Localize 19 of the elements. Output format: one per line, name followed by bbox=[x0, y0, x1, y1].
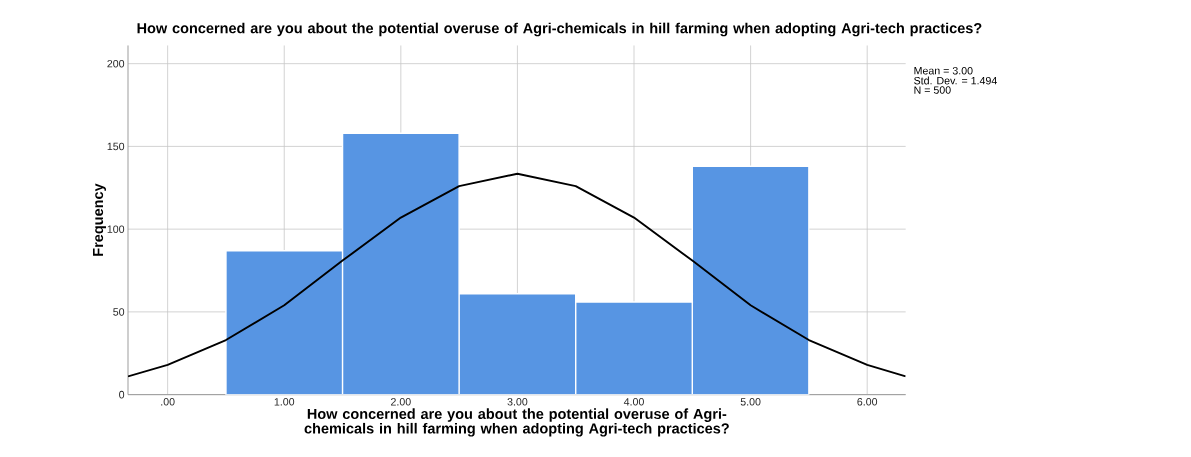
x-tick-label: 3.00 bbox=[507, 398, 528, 406]
x-tick-label: 1.00 bbox=[274, 398, 295, 406]
y-tick-label: 150 bbox=[107, 142, 125, 151]
y-axis-title: Frequency bbox=[93, 183, 106, 256]
text: Mean = 3.00 bbox=[914, 67, 973, 75]
x-tick-label: 2.00 bbox=[391, 398, 411, 406]
y-tick-label: 0 bbox=[119, 391, 125, 399]
y-tick-label: 50 bbox=[113, 308, 125, 316]
text: Std. Dev. = 1.494 bbox=[914, 76, 997, 85]
x-axis-title: How concerned are you about the potential overuse of Agri-chemicals in hill farming when adopting Agri-tech practices? bbox=[304, 408, 729, 437]
x-tick-label: 4.00 bbox=[623, 398, 644, 406]
x-tick-label: .00 bbox=[161, 398, 175, 406]
chart-title: How concerned are you about the potential overuse of Agri-chemicals in hill farming when adopting Agri-tech practices? bbox=[137, 22, 982, 37]
y-tick-label: 100 bbox=[107, 225, 125, 234]
x-tick-label: 5.00 bbox=[740, 398, 761, 406]
line-series bbox=[128, 172, 906, 378]
x-tick-label: 6.00 bbox=[857, 398, 878, 406]
text: N = 500 bbox=[914, 86, 951, 95]
y-tick-label: 200 bbox=[107, 60, 125, 68]
